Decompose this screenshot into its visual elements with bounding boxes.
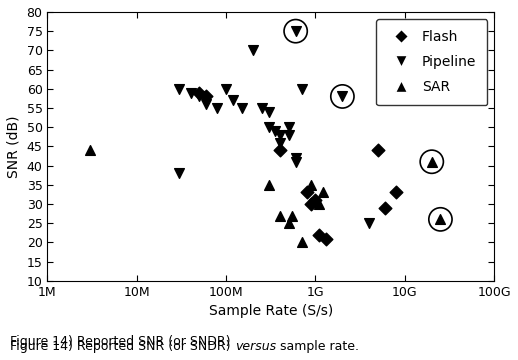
Pipeline bbox=[276, 140, 284, 145]
Flash bbox=[202, 94, 210, 99]
Flash bbox=[276, 147, 284, 153]
Point bbox=[338, 94, 347, 99]
SAR bbox=[86, 147, 94, 153]
Point bbox=[436, 216, 444, 222]
Pipeline bbox=[229, 98, 237, 103]
Text: sample rate.: sample rate. bbox=[276, 340, 359, 353]
Pipeline bbox=[202, 101, 210, 107]
Pipeline bbox=[297, 86, 306, 92]
SAR bbox=[297, 239, 306, 245]
Flash bbox=[392, 190, 400, 195]
Pipeline bbox=[265, 124, 273, 130]
Y-axis label: SNR (dB): SNR (dB) bbox=[7, 115, 21, 177]
Point bbox=[292, 28, 300, 34]
Text: Figure 14) Reported SNR (or SNDR): Figure 14) Reported SNR (or SNDR) bbox=[10, 340, 235, 353]
SAR bbox=[265, 182, 273, 188]
Text: versus: versus bbox=[235, 340, 276, 353]
Pipeline bbox=[195, 94, 204, 99]
Legend: Flash, Pipeline, SAR: Flash, Pipeline, SAR bbox=[376, 19, 487, 105]
Flash bbox=[195, 90, 204, 95]
SAR bbox=[315, 201, 323, 207]
Pipeline bbox=[276, 132, 284, 138]
Flash bbox=[311, 197, 320, 203]
Point bbox=[436, 216, 444, 222]
Pipeline bbox=[257, 105, 266, 111]
Pipeline bbox=[186, 90, 195, 95]
Flash bbox=[303, 190, 311, 195]
Pipeline bbox=[292, 159, 300, 165]
Pipeline bbox=[365, 220, 373, 226]
SAR bbox=[307, 182, 315, 188]
Pipeline bbox=[238, 105, 246, 111]
Pipeline bbox=[213, 105, 222, 111]
Flash bbox=[374, 147, 382, 153]
Pipeline bbox=[284, 124, 293, 130]
Pipeline bbox=[265, 109, 273, 115]
Pipeline bbox=[175, 86, 183, 92]
SAR bbox=[276, 213, 284, 219]
Text: Figure 14) Reported SNR (or SNDR) ​versus: Figure 14) Reported SNR (or SNDR) ​versu… bbox=[10, 336, 277, 348]
Point bbox=[338, 94, 347, 99]
SAR bbox=[284, 220, 293, 226]
Pipeline bbox=[292, 155, 300, 161]
Flash bbox=[381, 205, 389, 211]
Pipeline bbox=[175, 170, 183, 176]
SAR bbox=[288, 213, 296, 219]
Flash bbox=[322, 236, 330, 242]
SAR bbox=[311, 197, 320, 203]
Pipeline bbox=[284, 132, 293, 138]
Text: Figure 14) Reported SNR (or SNDR): Figure 14) Reported SNR (or SNDR) bbox=[10, 336, 235, 348]
Pipeline bbox=[222, 86, 231, 92]
X-axis label: Sample Rate (S/s): Sample Rate (S/s) bbox=[209, 304, 333, 318]
Flash bbox=[307, 201, 315, 207]
SAR bbox=[319, 190, 327, 195]
Pipeline bbox=[249, 48, 257, 53]
Flash bbox=[315, 232, 323, 238]
Pipeline bbox=[270, 128, 279, 134]
Point bbox=[428, 159, 436, 165]
Point bbox=[292, 28, 300, 34]
Point bbox=[428, 159, 436, 165]
